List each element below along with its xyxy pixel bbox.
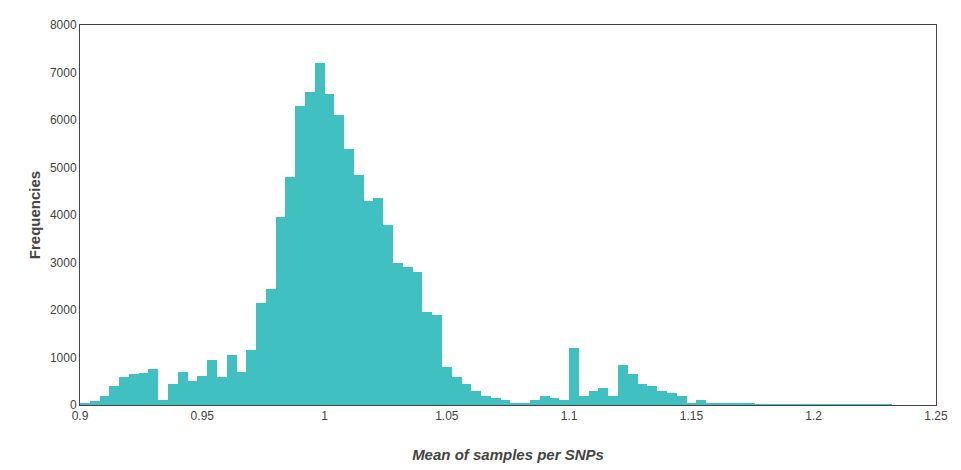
svg-text:1.15: 1.15 bbox=[680, 409, 704, 423]
svg-text:1000: 1000 bbox=[50, 351, 77, 365]
svg-text:Mean of samples per SNPs: Mean of samples per SNPs bbox=[412, 446, 604, 463]
svg-text:5000: 5000 bbox=[50, 161, 77, 175]
svg-text:6000: 6000 bbox=[50, 113, 77, 127]
svg-text:1.05: 1.05 bbox=[435, 409, 459, 423]
svg-text:1: 1 bbox=[321, 409, 328, 423]
svg-text:1.1: 1.1 bbox=[561, 409, 578, 423]
svg-text:0: 0 bbox=[70, 398, 77, 412]
svg-text:8000: 8000 bbox=[50, 18, 77, 32]
svg-text:2000: 2000 bbox=[50, 303, 77, 317]
svg-text:Frequencies: Frequencies bbox=[26, 171, 43, 259]
svg-text:3000: 3000 bbox=[50, 256, 77, 270]
svg-text:0.9: 0.9 bbox=[72, 409, 89, 423]
svg-text:1.25: 1.25 bbox=[924, 409, 948, 423]
svg-text:0.95: 0.95 bbox=[191, 409, 215, 423]
svg-text:7000: 7000 bbox=[50, 66, 77, 80]
svg-text:1.2: 1.2 bbox=[805, 409, 822, 423]
svg-text:4000: 4000 bbox=[50, 208, 77, 222]
